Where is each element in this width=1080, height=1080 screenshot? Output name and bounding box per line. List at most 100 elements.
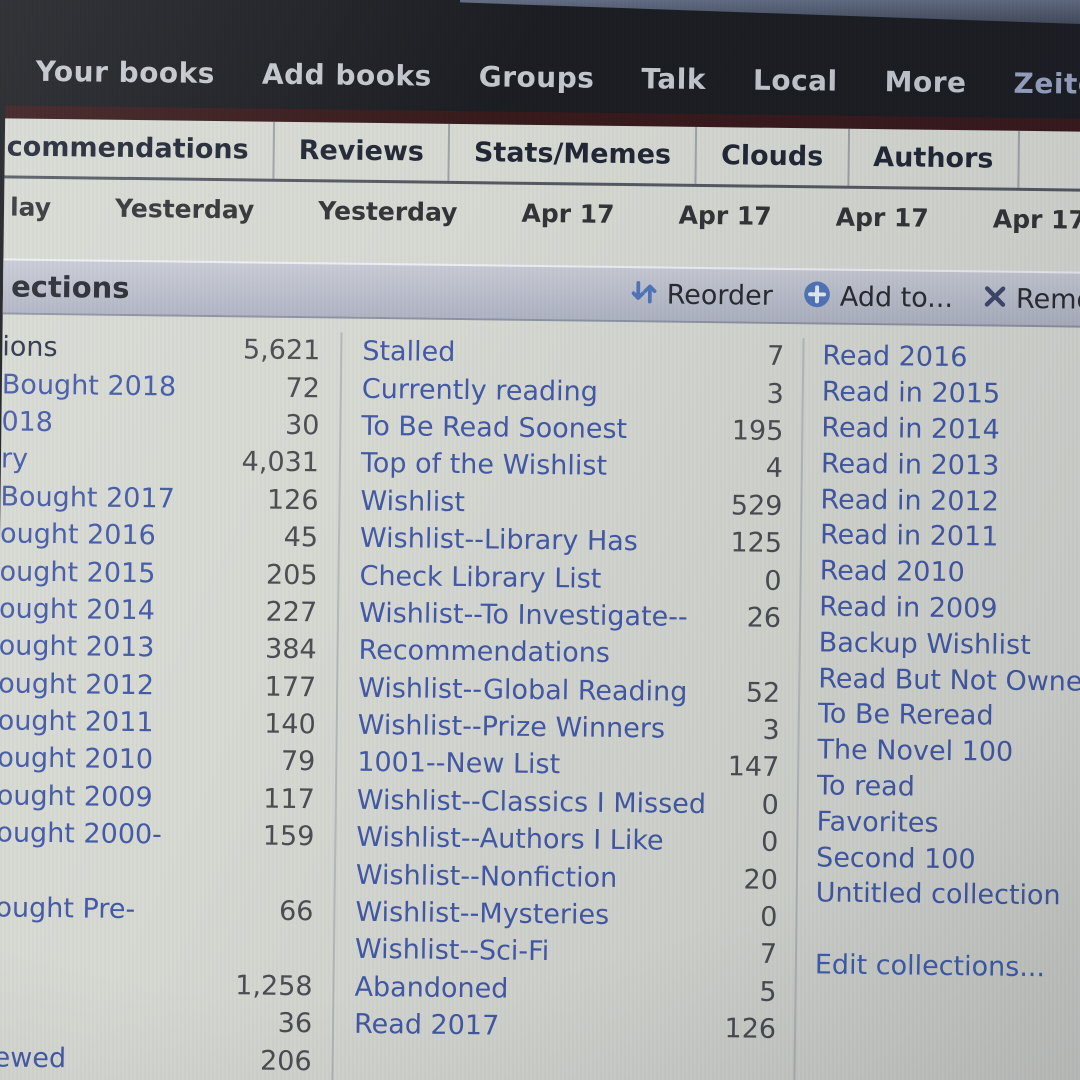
collection-link[interactable]: 1001--New List <box>357 747 561 781</box>
collection-link[interactable]: The Novel 100 <box>817 734 1014 768</box>
collection-link[interactable]: Abandoned <box>354 971 509 1005</box>
tab-reviews[interactable]: Reviews <box>274 121 451 181</box>
collection-link[interactable]: ought 2010 <box>0 742 154 776</box>
collection-link[interactable]: ry <box>0 443 29 476</box>
collection-link[interactable]: Stalled <box>362 336 456 369</box>
add-to-label: Add to... <box>839 281 954 314</box>
collection-link[interactable]: Read in 2015 <box>821 376 1001 410</box>
collection-link[interactable]: Read in 2014 <box>821 412 1000 446</box>
collection-link[interactable]: Wishlist--Classics I Missed <box>356 784 707 820</box>
collection-row: Wishlist--Library Has 125 <box>360 520 800 563</box>
collection-link[interactable]: Wishlist--Nonfiction <box>355 859 618 894</box>
collection-link[interactable]: Read 2017 <box>353 1008 500 1042</box>
collection-link[interactable]: ought 2009 <box>0 780 153 814</box>
edit-collections-link[interactable]: Edit collections... <box>814 949 1046 984</box>
collection-count: 72 <box>285 372 321 404</box>
tab-stats-memes[interactable]: Stats/Memes <box>449 123 698 184</box>
collection-row: Wishlist--Nonfiction 20 <box>356 856 796 899</box>
nav-add-books[interactable]: Add books <box>261 57 432 93</box>
collection-link[interactable]: Read 2016 <box>822 340 968 374</box>
collection-count: 0 <box>764 565 782 597</box>
collection-link[interactable]: Read 2010 <box>819 555 965 589</box>
collection-row: Wishlist--Sci-Fi 7 <box>355 931 795 974</box>
collections-lists: ions 5,621 Bought 2018 72 018 30 ry 4,031 Bo… <box>0 314 1080 1080</box>
nav-groups[interactable]: Groups <box>478 60 595 95</box>
collection-link[interactable]: ought 2014 <box>0 593 156 627</box>
collection-link[interactable]: ought 2011 <box>0 705 154 739</box>
collection-link[interactable]: Wishlist--Mysteries <box>355 896 610 931</box>
collection-link[interactable]: Wishlist--Authors I Like <box>356 822 664 857</box>
collection-link[interactable]: Wishlist <box>360 485 466 518</box>
date-cell: Apr 17 <box>835 202 929 233</box>
tab-authors[interactable]: Authors <box>848 128 1020 188</box>
page-body: commendations Reviews Stats/Memes Clouds… <box>0 118 1080 1080</box>
collection-link[interactable]: Bought 2018 <box>1 368 177 403</box>
collection-link[interactable]: ought 2000- <box>0 817 163 851</box>
collection-row: Wishlist--Global Reading 52 <box>358 669 798 712</box>
collection-row: Abandoned 5 <box>354 968 794 1011</box>
collection-row: Wishlist--Mysteries 0 <box>355 894 795 937</box>
collection-row: ought 2013 384 <box>0 628 337 670</box>
reorder-button[interactable]: Reorder <box>629 278 773 312</box>
collection-link[interactable]: Wishlist--Sci-Fi <box>354 934 550 968</box>
collection-row: ought 2009 117 <box>0 777 335 819</box>
nav-your-books[interactable]: Your books <box>35 54 216 90</box>
collection-link[interactable]: ought 2015 <box>0 555 156 589</box>
nav-zeitgeist[interactable]: Zeitgeist <box>1013 66 1080 102</box>
collection-row: ought 2012 177 <box>0 665 336 707</box>
collection-link[interactable]: Read in 2013 <box>820 448 1000 482</box>
collection-row: ought 2000- 159 <box>0 814 335 856</box>
collection-row: Read But Not Owned <box>818 661 1080 700</box>
collection-link[interactable]: Bought 2017 <box>0 481 175 515</box>
collection-link[interactable]: Wishlist--Library Has <box>359 522 639 558</box>
collection-row: Bought 2017 126 <box>0 478 338 520</box>
collection-link[interactable]: Untitled collection <box>815 877 1061 912</box>
collection-link[interactable]: ought 2016 <box>0 518 157 552</box>
collection-link[interactable]: Favorites <box>816 806 939 839</box>
collection-row: Currently reading 3 <box>362 370 802 413</box>
tab-clouds[interactable]: Clouds <box>696 126 850 186</box>
collection-link[interactable]: Wishlist--Global Reading <box>358 672 688 708</box>
collection-link[interactable]: To Be Read Soonest <box>361 410 628 446</box>
collection-count: 0 <box>760 901 778 933</box>
collection-link[interactable]: Read But Not Owned <box>818 662 1080 698</box>
collection-link[interactable]: Wishlist--Prize Winners <box>357 709 666 745</box>
collection-link[interactable]: ought 2013 <box>0 630 155 664</box>
remove-button[interactable]: Remov <box>983 283 1080 315</box>
nav-talk[interactable]: Talk <box>641 62 707 96</box>
collection-row: Read 2010 <box>819 553 1080 592</box>
tab-recommendations[interactable]: commendations <box>4 118 276 179</box>
collection-link[interactable]: Recommendations <box>358 635 611 670</box>
collection-row: 36 <box>0 1001 332 1043</box>
nav-local[interactable]: Local <box>752 63 838 98</box>
collection-link[interactable]: Check Library List <box>359 560 602 595</box>
collection-count: 66 <box>278 895 314 928</box>
collection-link[interactable]: Backup Wishlist <box>818 627 1031 661</box>
collection-link[interactable]: ewed <box>0 1041 67 1074</box>
collection-link[interactable]: ions <box>2 331 58 364</box>
add-to-button[interactable]: Add to... <box>803 280 954 314</box>
collection-link[interactable]: Second 100 <box>815 841 976 875</box>
nav-more[interactable]: More <box>884 65 967 100</box>
collection-link[interactable]: Currently reading <box>361 373 599 408</box>
collection-link[interactable]: 018 <box>1 406 54 439</box>
collection-link[interactable]: ought 2012 <box>0 668 155 701</box>
collection-count: 3 <box>766 378 785 410</box>
collection-row: Second 100 <box>816 840 1080 879</box>
collections-column-1: ions 5,621 Bought 2018 72 018 30 ry 4,031 Bo… <box>0 328 341 1080</box>
collection-count: 30 <box>284 409 320 442</box>
collection-link[interactable]: ought Pre- <box>0 892 136 926</box>
collection-link[interactable]: To Be Reread <box>817 698 994 732</box>
collection-link[interactable]: Read in 2011 <box>819 519 999 553</box>
collection-count: 126 <box>266 484 319 517</box>
collection-link[interactable]: To read <box>816 770 916 803</box>
collection-count: 4,031 <box>241 446 320 479</box>
collection-link[interactable]: Read in 2012 <box>820 484 1000 518</box>
date-cell: Apr 17 <box>521 198 615 229</box>
collection-link[interactable]: Read in 2009 <box>819 591 998 625</box>
collection-link[interactable]: Wishlist--To Investigate-- <box>358 597 688 633</box>
collection-link[interactable]: Top of the Wishlist <box>360 448 608 483</box>
collection-row: Favorites <box>816 804 1080 843</box>
collection-row <box>0 927 333 969</box>
